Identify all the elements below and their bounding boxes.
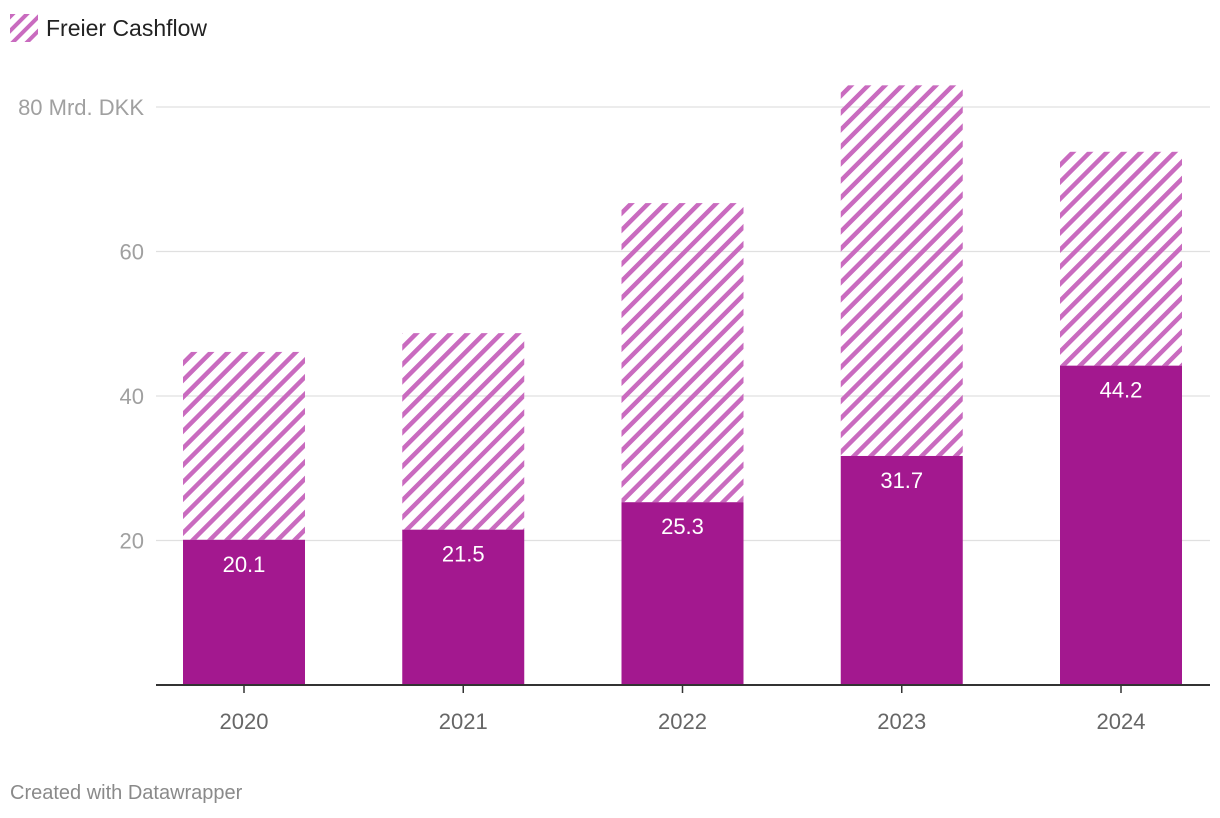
bar-hatched-2020 xyxy=(183,351,305,540)
y-tick-label-40: 40 xyxy=(120,384,144,409)
bar-value-label-2020: 20.1 xyxy=(223,552,266,577)
bar-hatched-2021 xyxy=(402,333,525,530)
x-tick-label-2024: 2024 xyxy=(1097,709,1146,734)
bar-value-label-2024: 44.2 xyxy=(1100,378,1143,403)
x-tick-label-2022: 2022 xyxy=(658,709,707,734)
legend-label: Freier Cashflow xyxy=(46,14,208,41)
bar-hatched-2022 xyxy=(621,203,744,503)
bar-solid-2022 xyxy=(621,502,744,685)
legend-hatch-swatch xyxy=(10,14,38,42)
bar-value-label-2021: 21.5 xyxy=(442,542,485,567)
bar-solid-2023 xyxy=(840,455,963,685)
y-tick-label-60: 60 xyxy=(120,240,144,265)
x-tick-label-2020: 2020 xyxy=(220,709,269,734)
x-tick-label-2021: 2021 xyxy=(439,709,488,734)
bar-value-label-2023: 31.7 xyxy=(880,468,923,493)
bar-hatched-2023 xyxy=(840,85,963,456)
y-tick-label-80: 80 Mrd. DKK xyxy=(18,95,144,120)
footer-credit: Created with Datawrapper xyxy=(10,782,243,804)
y-tick-label-20: 20 xyxy=(120,529,144,554)
bar-solid-2024 xyxy=(1060,365,1182,685)
x-tick-label-2023: 2023 xyxy=(877,709,926,734)
bar-solid-2021 xyxy=(402,529,525,685)
bar-solid-2020 xyxy=(183,539,305,685)
bar-value-label-2022: 25.3 xyxy=(661,514,704,539)
chart-legend: Freier Cashflow xyxy=(10,14,207,42)
bar-hatched-2024 xyxy=(1060,151,1182,366)
